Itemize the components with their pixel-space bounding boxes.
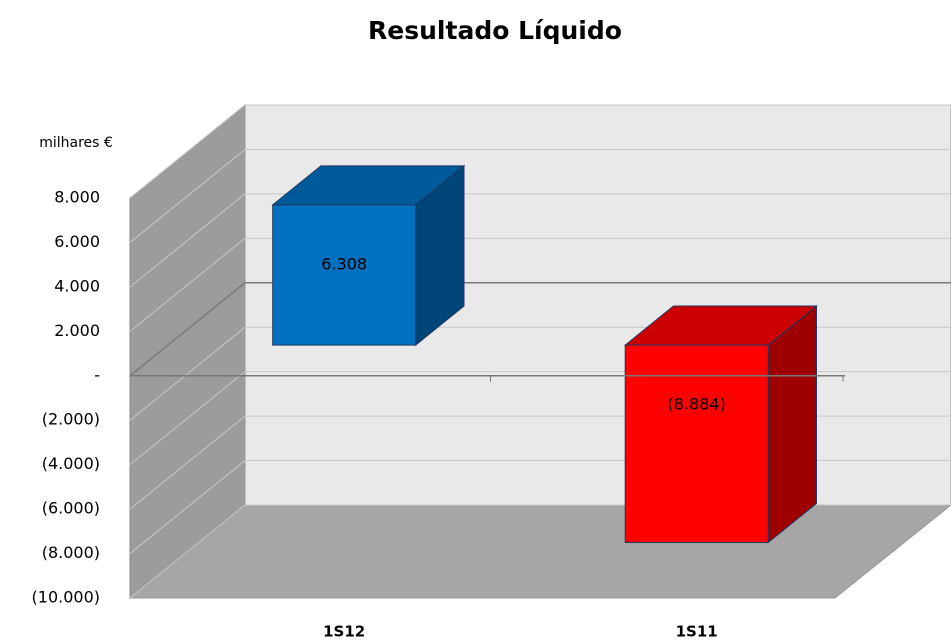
y-tick-label: (8.000) bbox=[42, 543, 100, 562]
y-tick-label: (2.000) bbox=[42, 410, 100, 429]
y-tick-label: (10.000) bbox=[32, 588, 100, 607]
bar bbox=[624, 344, 769, 544]
bar bbox=[272, 204, 417, 346]
y-tick-label: 8.000 bbox=[54, 188, 100, 207]
y-tick-label: 4.000 bbox=[54, 276, 100, 295]
x-tick-label: 1S11 bbox=[676, 623, 718, 640]
chart-title: Resultado Líquido bbox=[368, 16, 622, 45]
y-tick-label: - bbox=[94, 365, 100, 384]
y-tick-label: (6.000) bbox=[42, 499, 100, 518]
x-tick-label: 1S12 bbox=[323, 623, 365, 640]
grid-line bbox=[129, 282, 951, 377]
y-tick-label: 2.000 bbox=[54, 321, 100, 340]
y-tick-label: 6.000 bbox=[54, 232, 100, 251]
grid-line bbox=[129, 193, 951, 288]
floor bbox=[128, 504, 951, 599]
y-tick-label: (4.000) bbox=[42, 454, 100, 473]
value-label: (8.884) bbox=[668, 395, 726, 414]
y-axis-label: milhares € bbox=[39, 135, 113, 151]
grid-line bbox=[129, 237, 951, 332]
value-label: 6.308 bbox=[321, 254, 367, 273]
bar-side bbox=[767, 304, 817, 544]
grid-line bbox=[129, 104, 951, 199]
grid-line bbox=[129, 148, 951, 243]
